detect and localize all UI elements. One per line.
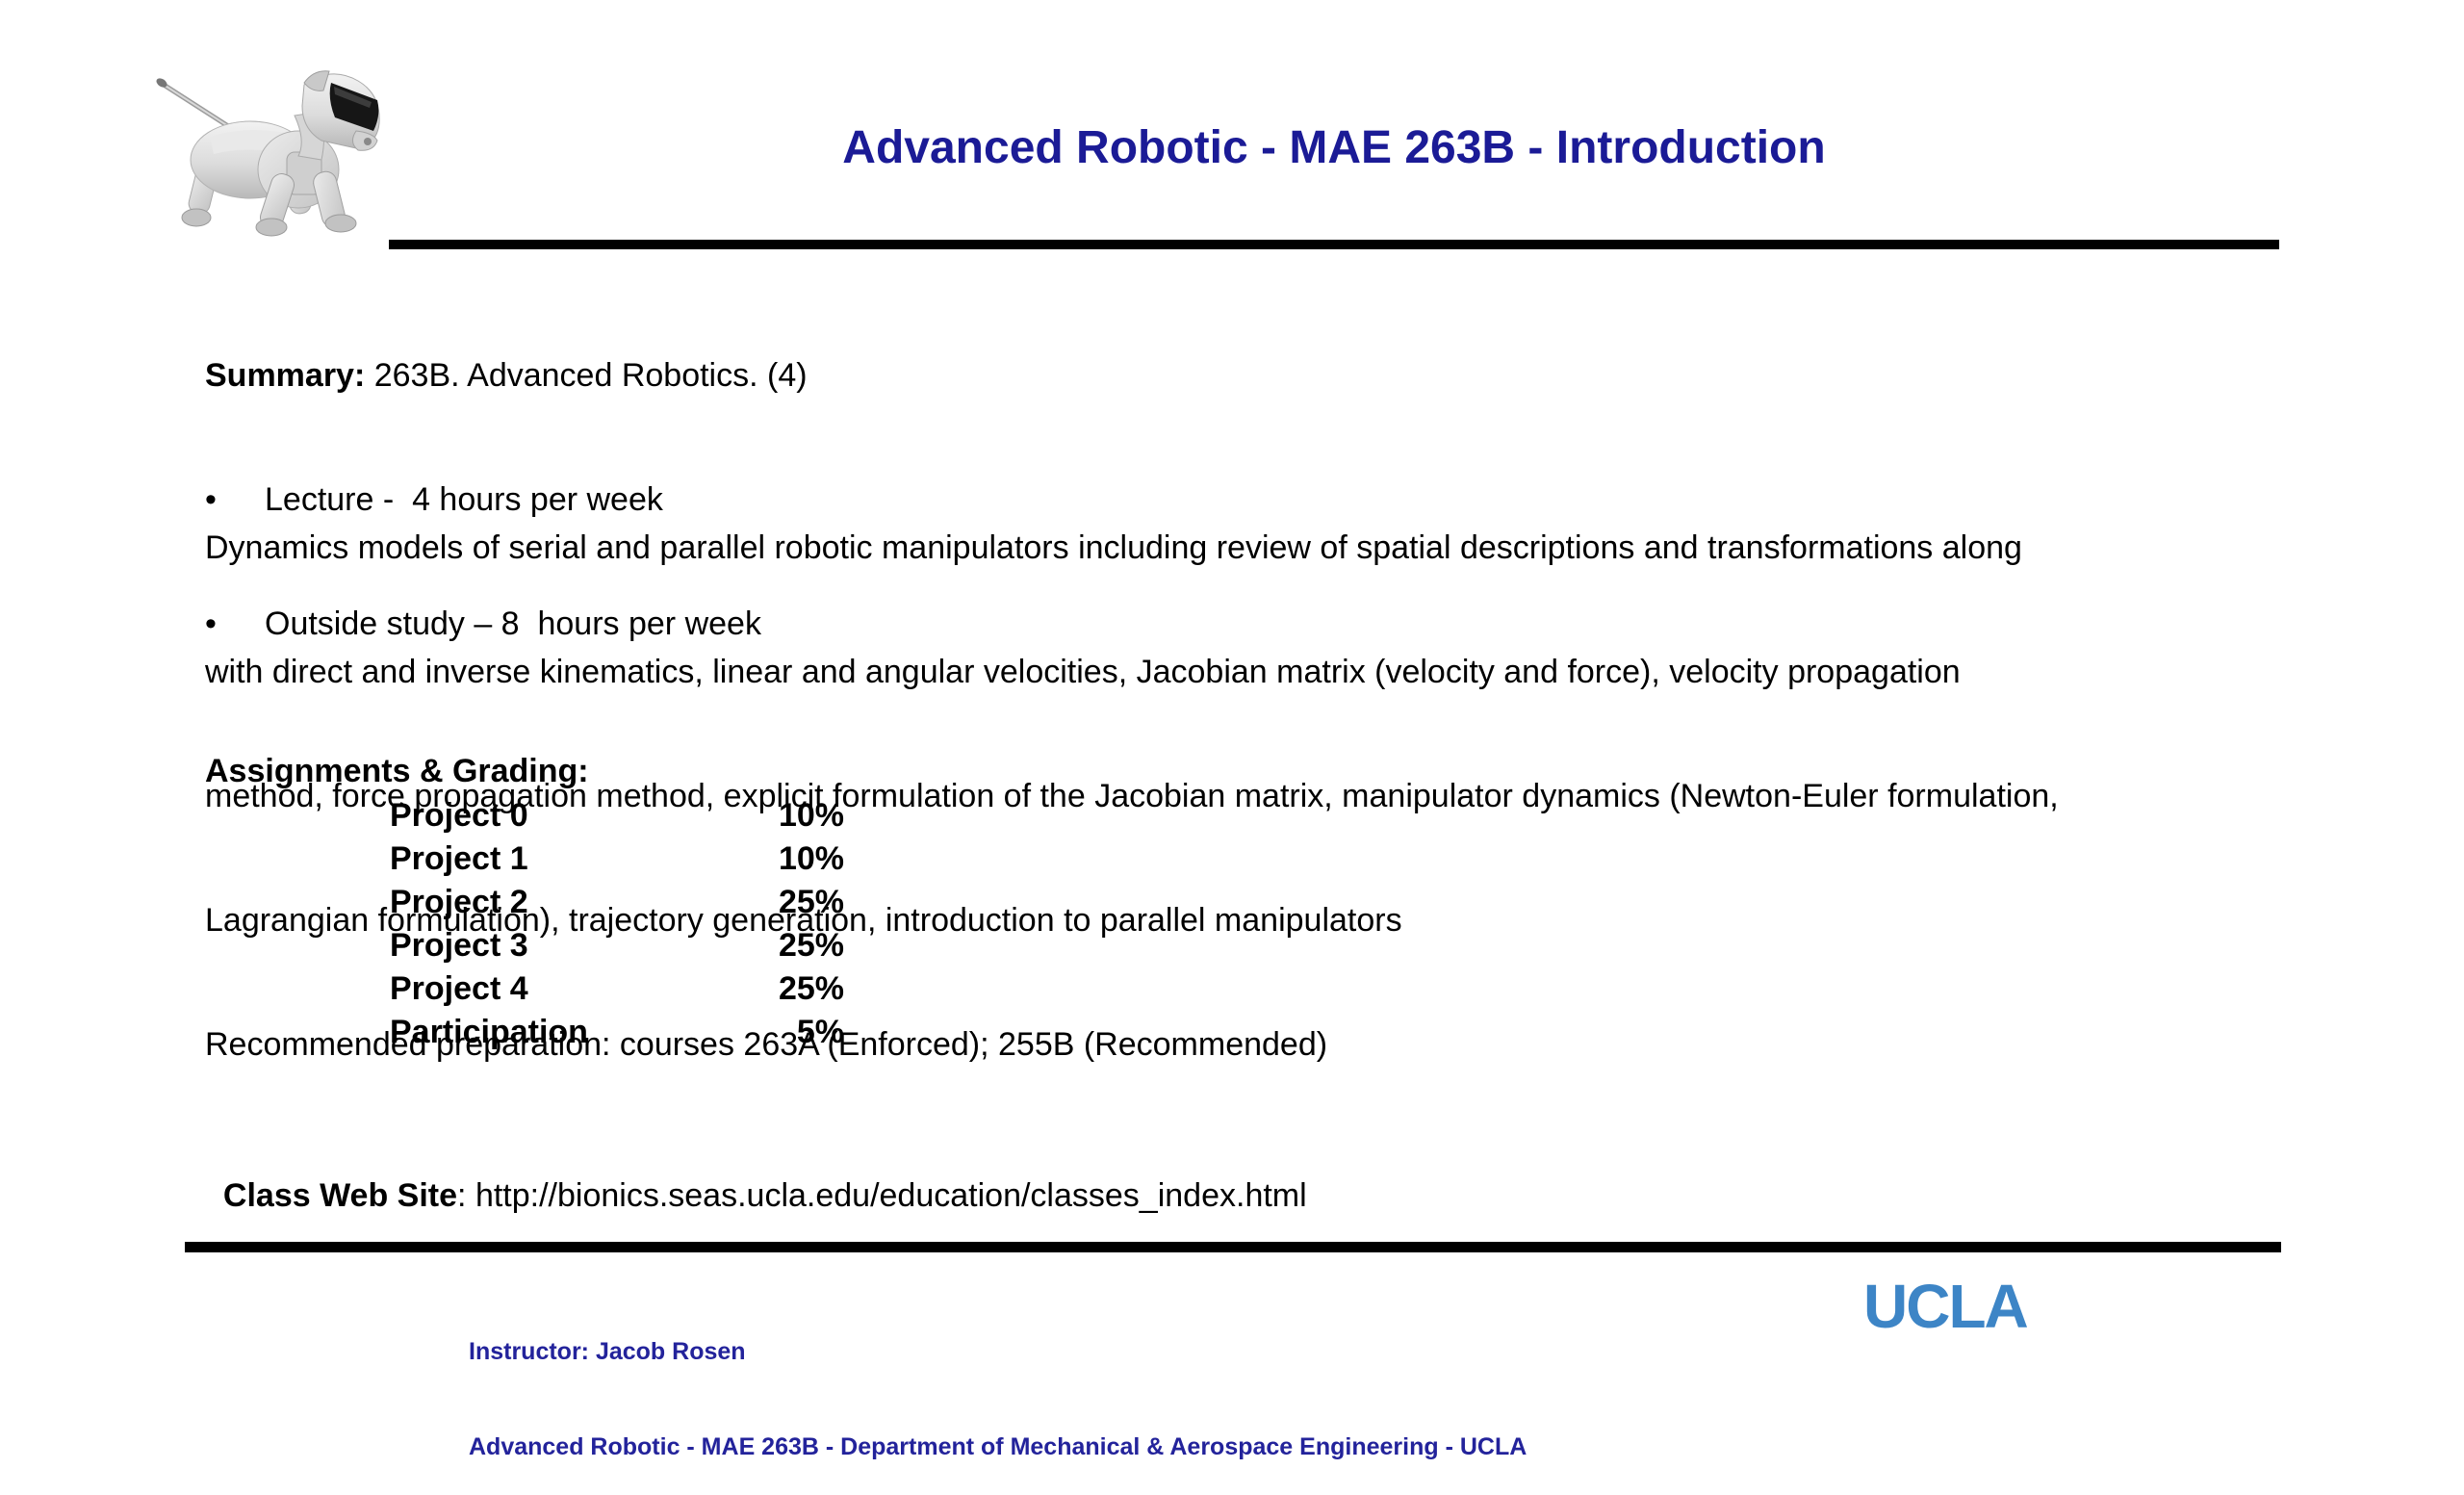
grading-value: 10% <box>778 840 844 877</box>
class-website-line: Class Web Site: http://bionics.seas.ucla… <box>205 1134 1307 1217</box>
ucla-logo: UCLA <box>1863 1272 2029 1341</box>
grading-label: Project 3 <box>390 927 528 964</box>
summary-section: Summary: 263B. Advanced Robotics. (4) • … <box>205 272 2323 686</box>
footer-instructor: Instructor: Jacob Rosen <box>469 1338 746 1365</box>
description-line: with direct and inverse kinematics, line… <box>205 654 1961 690</box>
grading-value: 5% <box>796 1014 844 1050</box>
grading-label: Participation <box>390 1014 588 1050</box>
grading-table: Project 0 10% Project 1 10% Project 2 25… <box>390 794 844 1054</box>
website-url[interactable]: : http://bionics.seas.ucla.edu/education… <box>457 1177 1307 1214</box>
grading-value: 25% <box>778 927 844 964</box>
grading-value: 10% <box>778 797 844 834</box>
grading-row: Project 3 25% <box>390 924 844 967</box>
header-divider <box>389 240 2279 249</box>
grading-value: 25% <box>778 884 844 920</box>
website-label: Class Web Site <box>222 1177 458 1214</box>
grading-row: Project 0 10% <box>390 794 844 838</box>
grading-heading: Assignments & Grading: <box>205 753 589 789</box>
robot-dog-image <box>142 48 389 237</box>
robot-dog-icon <box>156 70 380 237</box>
grading-label: Project 4 <box>390 970 528 1007</box>
bullet-text: Lecture - 4 hours per week <box>265 481 663 518</box>
grading-label: Project 0 <box>390 797 528 834</box>
grading-row: Participation 5% <box>390 1011 844 1054</box>
page-title: Advanced Robotic - MAE 263B - Introducti… <box>842 122 1826 173</box>
bullet-item-lecture: • Lecture - 4 hours per week <box>205 479 2323 521</box>
footer-text: Instructor: Jacob Rosen Advanced Robotic… <box>469 1273 1527 1495</box>
description-line: method, force propagation method, explic… <box>205 778 2059 814</box>
summary-text: 263B. Advanced Robotics. (4) <box>373 357 808 394</box>
grading-row: Project 2 25% <box>390 881 844 924</box>
summary-line: Summary: 263B. Advanced Robotics. (4) <box>205 355 2323 397</box>
footer-divider <box>185 1242 2281 1252</box>
grading-row: Project 4 25% <box>390 967 844 1011</box>
grading-label: Project 2 <box>390 884 528 920</box>
bullet-icon: • <box>205 606 217 642</box>
description-line: Recommended preparation: courses 263A (E… <box>205 1026 1328 1063</box>
grading-label: Project 1 <box>390 840 528 877</box>
grading-row: Project 1 10% <box>390 838 844 881</box>
footer-course: Advanced Robotic - MAE 263B - Department… <box>469 1433 1527 1460</box>
bullet-text: Outside study – 8 hours per week <box>265 606 761 642</box>
description-line: Lagrangian formulation), trajectory gene… <box>205 902 1402 939</box>
summary-label: Summary: <box>205 357 366 394</box>
bullet-item-outside-study: • Outside study – 8 hours per week <box>205 604 2323 645</box>
description-line: Dynamics models of serial and parallel r… <box>205 529 2022 566</box>
course-description: Dynamics models of serial and parallel r… <box>205 445 2342 1107</box>
grading-value: 25% <box>778 970 844 1007</box>
bullet-icon: • <box>205 481 217 518</box>
